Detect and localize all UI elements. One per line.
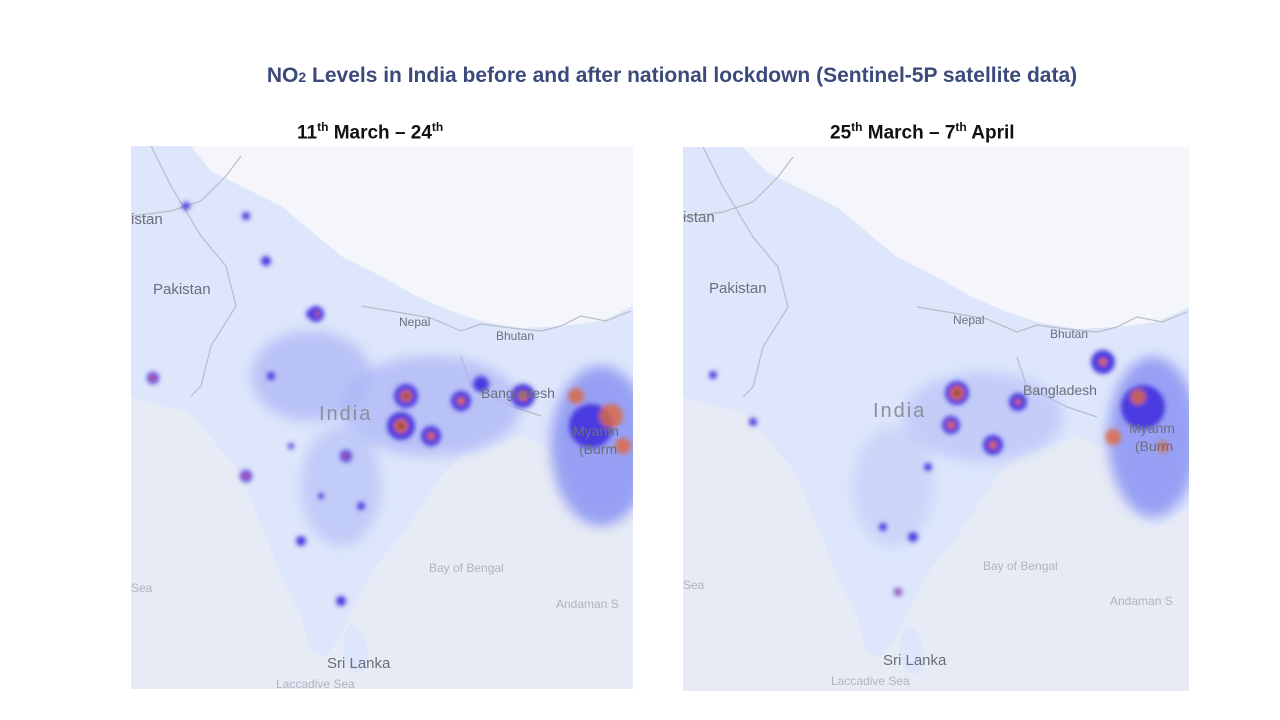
label-sri-lanka: Sri Lanka [883,652,947,669]
label-istan: istan [131,211,163,228]
label-burma: (Burm [1135,438,1173,454]
label-istan: istan [683,209,715,226]
caption-before-lockdown: 11th March – 24th [297,120,443,144]
label-bay-of-bengal: Bay of Bengal [429,561,504,575]
caption-mid: March – 24 [328,122,432,144]
no2-hotspots [147,202,631,606]
label-laccadive-sea: Laccadive Sea [276,677,355,689]
himalaya-region [191,146,633,328]
title-prefix: NO [266,64,299,87]
himalaya-region [743,147,1189,329]
caption-end: April [966,122,1015,144]
label-laccadive-sea: Laccadive Sea [831,674,910,688]
label-bangladesh: Bangladesh [481,385,555,401]
title-rest: Levels in India before and after nationa… [306,64,1078,87]
map-before-svg: istan Pakistan Nepal Bhutan India Bangla… [131,146,633,689]
label-nepal: Nepal [399,315,430,329]
sri-lanka-land [343,624,369,673]
label-sea: Sea [683,578,705,592]
label-sea: Sea [131,581,153,595]
map-labels: istan Pakistan Nepal Bhutan India Bangla… [131,211,619,689]
caption-suffix: th [317,120,329,134]
sri-lanka-land [899,625,925,674]
label-sri-lanka: Sri Lanka [327,655,391,672]
map-labels: istan Pakistan Nepal Bhutan India Bangla… [683,209,1175,688]
label-andaman-sea: Andaman S [556,597,619,611]
label-india: India [873,400,926,422]
label-burma: (Burm [579,441,617,457]
title-subscript: 2 [298,69,307,85]
label-nepal: Nepal [953,313,984,327]
label-myanmar: Myanm [573,423,619,439]
caption-mid: March – 7 [862,122,956,144]
caption-suffix: th [431,120,444,134]
no2-haze [853,357,1189,547]
map-before-lockdown: istan Pakistan Nepal Bhutan India Bangla… [131,146,633,689]
no2-hotspots [709,350,1169,596]
label-andaman-sea: Andaman S [1110,594,1173,608]
label-myanmar: Myanm [1129,420,1175,436]
label-bhutan: Bhutan [496,329,534,343]
caption-after-lockdown: 25th March – 7th April [830,120,1015,144]
label-bangladesh: Bangladesh [1023,382,1097,398]
caption-day: 11 [297,122,318,144]
label-pakistan: Pakistan [153,281,211,298]
map-after-lockdown: istan Pakistan Nepal Bhutan India Bangla… [683,147,1189,691]
label-india: India [319,403,372,425]
caption-day: 25 [830,122,852,144]
caption-suffix: th [851,120,863,134]
caption-suffix: th [955,120,967,134]
label-bay-of-bengal: Bay of Bengal [983,559,1058,573]
slide-title: NO2 Levels in India before and after nat… [0,64,1280,88]
label-pakistan: Pakistan [709,280,767,297]
label-bhutan: Bhutan [1050,327,1088,341]
map-after-svg: istan Pakistan Nepal Bhutan India Bangla… [683,147,1189,691]
